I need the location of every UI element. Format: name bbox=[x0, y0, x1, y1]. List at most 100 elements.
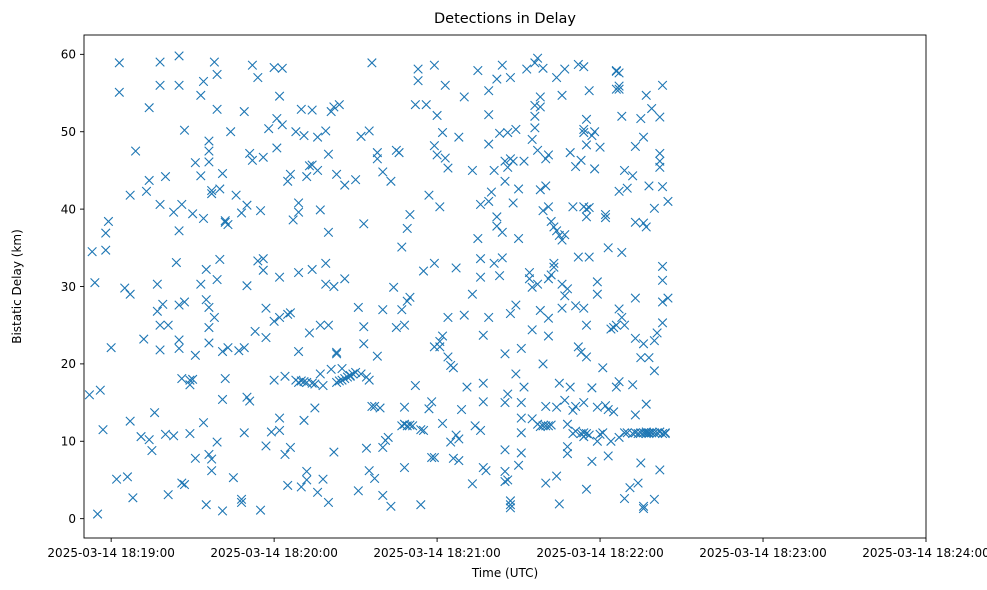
data-point-marker bbox=[331, 349, 342, 359]
data-point-marker bbox=[285, 169, 296, 179]
data-point-marker bbox=[168, 207, 179, 217]
data-point-marker bbox=[407, 421, 418, 431]
data-point-marker bbox=[657, 261, 668, 272]
data-point-marker bbox=[649, 335, 660, 346]
data-point-marker bbox=[217, 346, 228, 357]
data-point-marker bbox=[636, 113, 646, 124]
data-point-marker bbox=[302, 171, 312, 182]
chart-title: Detections in Delay bbox=[434, 11, 576, 27]
data-point-marker bbox=[288, 215, 298, 225]
data-point-marker bbox=[657, 318, 668, 328]
data-point-marker bbox=[562, 284, 573, 294]
data-point-marker bbox=[261, 441, 271, 451]
data-point-marker bbox=[413, 64, 423, 74]
data-point-marker bbox=[636, 458, 646, 468]
data-point-marker bbox=[589, 164, 600, 174]
data-point-marker bbox=[206, 185, 217, 196]
data-point-marker bbox=[581, 484, 592, 494]
data-point-marker bbox=[619, 428, 630, 438]
data-point-marker bbox=[516, 413, 526, 423]
data-point-marker bbox=[579, 428, 589, 438]
data-point-marker bbox=[592, 402, 603, 412]
data-point-marker bbox=[600, 209, 611, 220]
data-point-marker bbox=[527, 282, 537, 292]
y-tick-label: 10 bbox=[61, 435, 76, 449]
data-point-marker bbox=[136, 431, 146, 442]
data-point-marker bbox=[220, 373, 230, 384]
data-point-marker bbox=[551, 72, 562, 83]
data-point-marker bbox=[280, 449, 290, 460]
data-point-marker bbox=[190, 350, 201, 361]
data-point-marker bbox=[445, 437, 456, 447]
data-point-marker bbox=[535, 305, 545, 316]
data-point-marker bbox=[261, 303, 271, 313]
data-point-marker bbox=[505, 308, 516, 319]
data-point-marker bbox=[565, 382, 575, 392]
data-point-marker bbox=[223, 342, 233, 353]
data-point-marker bbox=[174, 335, 184, 345]
data-point-marker bbox=[244, 148, 255, 159]
y-tick-label: 50 bbox=[61, 125, 76, 139]
data-point-marker bbox=[130, 146, 141, 156]
data-point-marker bbox=[103, 216, 114, 227]
data-point-marker bbox=[179, 479, 190, 490]
data-point-marker bbox=[114, 87, 124, 97]
data-point-marker bbox=[244, 396, 255, 406]
data-point-marker bbox=[196, 171, 206, 181]
data-point-marker bbox=[326, 364, 336, 374]
data-point-marker bbox=[657, 181, 668, 192]
data-point-marker bbox=[204, 322, 214, 333]
data-point-marker bbox=[253, 72, 263, 83]
data-point-marker bbox=[369, 401, 380, 412]
data-point-marker bbox=[538, 359, 548, 369]
data-point-marker bbox=[296, 376, 306, 386]
data-point-marker bbox=[217, 506, 228, 516]
data-point-marker bbox=[258, 152, 268, 162]
data-point-marker bbox=[272, 143, 282, 153]
data-point-marker bbox=[551, 226, 562, 236]
data-point-marker bbox=[359, 219, 369, 229]
y-axis-ticks: 0 10 20 30 40 50 60 bbox=[61, 48, 84, 526]
data-point-marker bbox=[568, 202, 578, 212]
data-point-marker bbox=[274, 312, 285, 323]
data-point-marker bbox=[337, 363, 347, 374]
data-point-marker bbox=[122, 472, 133, 482]
x-axis-label: Time (UTC) bbox=[471, 566, 538, 580]
data-point-marker bbox=[323, 320, 334, 330]
data-point-marker bbox=[293, 267, 304, 278]
data-point-marker bbox=[378, 305, 388, 315]
data-point-marker bbox=[622, 183, 632, 193]
data-point-marker bbox=[144, 435, 154, 445]
data-point-marker bbox=[198, 418, 209, 428]
data-point-marker bbox=[513, 184, 524, 194]
data-point-marker bbox=[475, 272, 486, 282]
data-point-marker bbox=[581, 428, 592, 439]
data-point-marker bbox=[636, 353, 646, 363]
data-point-marker bbox=[600, 212, 611, 223]
data-point-marker bbox=[570, 401, 581, 412]
data-point-marker bbox=[277, 63, 287, 73]
data-point-marker bbox=[266, 427, 277, 437]
data-point-marker bbox=[462, 382, 472, 392]
data-point-marker bbox=[581, 140, 592, 150]
data-point-marker bbox=[405, 209, 415, 220]
data-point-marker bbox=[614, 186, 624, 197]
data-point-marker bbox=[619, 320, 630, 330]
data-point-marker bbox=[584, 252, 594, 262]
data-point-marker bbox=[454, 455, 464, 466]
data-point-marker bbox=[500, 349, 510, 359]
data-point-marker bbox=[592, 289, 603, 299]
data-point-marker bbox=[426, 397, 437, 407]
data-point-marker bbox=[204, 449, 214, 460]
data-point-marker bbox=[655, 465, 665, 475]
data-point-marker bbox=[657, 297, 668, 307]
data-point-marker bbox=[209, 312, 220, 323]
data-point-marker bbox=[570, 426, 581, 436]
data-point-marker bbox=[304, 328, 315, 338]
data-point-marker bbox=[627, 171, 638, 181]
data-point-marker bbox=[500, 445, 510, 455]
data-point-marker bbox=[608, 407, 619, 417]
data-point-marker bbox=[451, 263, 461, 273]
data-point-marker bbox=[527, 134, 537, 145]
data-point-marker bbox=[587, 383, 597, 393]
